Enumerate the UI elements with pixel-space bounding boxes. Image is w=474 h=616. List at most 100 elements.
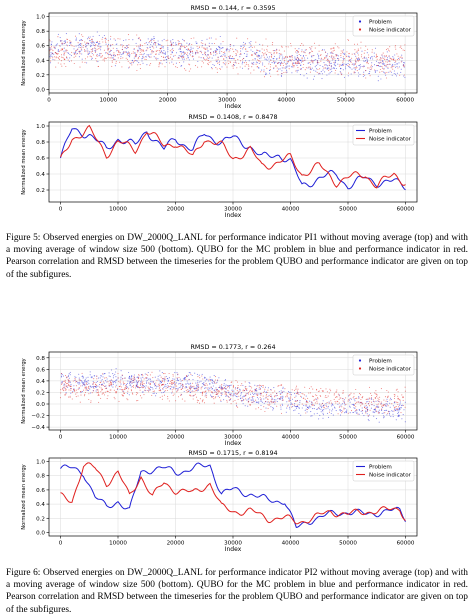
noise-point <box>59 397 62 399</box>
problem-point <box>87 53 89 56</box>
noise-point <box>378 399 380 401</box>
noise-point <box>64 58 66 60</box>
noise-point <box>240 400 242 402</box>
problem-point <box>159 44 161 46</box>
noise-point <box>332 58 334 60</box>
noise-point <box>66 376 68 378</box>
noise-point <box>237 384 239 387</box>
problem-point <box>65 50 67 52</box>
problem-point <box>331 70 333 72</box>
problem-point <box>138 50 140 52</box>
noise-point <box>324 58 326 60</box>
noise-point <box>101 38 103 40</box>
problem-point <box>329 63 331 65</box>
problem-point <box>383 416 385 418</box>
noise-point <box>107 381 109 383</box>
noise-point <box>192 398 194 400</box>
x-tick-label: 40000 <box>282 435 300 441</box>
problem-point <box>294 393 296 395</box>
problem-point <box>371 62 373 64</box>
noise-point <box>338 398 340 401</box>
problem-point <box>213 375 215 377</box>
noise-point <box>91 50 93 52</box>
noise-point <box>345 56 348 58</box>
noise-point <box>123 389 125 391</box>
problem-point <box>375 60 378 62</box>
problem-point <box>296 71 298 73</box>
noise-point <box>275 50 277 52</box>
noise-point <box>96 378 98 380</box>
problem-point <box>377 80 379 82</box>
problem-point <box>81 49 83 51</box>
problem-point <box>153 383 155 385</box>
problem-point <box>157 43 159 45</box>
x-tick-label: 50000 <box>339 541 357 547</box>
noise-point <box>180 46 182 48</box>
noise-point <box>121 390 124 392</box>
noise-point <box>348 56 350 58</box>
problem-point <box>299 401 301 403</box>
noise-point <box>224 64 226 66</box>
problem-point <box>401 60 403 62</box>
noise-point <box>338 395 340 397</box>
problem-point <box>248 381 250 384</box>
noise-point <box>387 411 389 413</box>
problem-point <box>187 374 189 376</box>
noise-point <box>293 66 295 68</box>
problem-point <box>200 50 202 52</box>
problem-point <box>333 63 335 65</box>
noise-point <box>61 383 63 385</box>
problem-point <box>268 56 271 58</box>
noise-point <box>92 382 95 384</box>
problem-point <box>91 376 93 378</box>
noise-point <box>64 379 66 381</box>
problem-point <box>209 376 211 378</box>
noise-point <box>297 391 299 394</box>
problem-point <box>59 45 61 47</box>
problem-point <box>153 43 155 45</box>
problem-point <box>325 64 328 66</box>
noise-point <box>277 385 279 387</box>
problem-point <box>164 57 166 59</box>
problem-point <box>404 401 406 403</box>
problem-point <box>191 374 193 377</box>
noise-point <box>152 46 154 48</box>
problem-point <box>376 70 378 72</box>
noise-point <box>82 46 84 48</box>
problem-point <box>197 381 199 384</box>
y-tick-label: 0.2 <box>36 188 45 194</box>
problem-point <box>81 376 83 378</box>
problem-point <box>278 53 280 55</box>
problem-point <box>135 42 137 44</box>
problem-point <box>216 382 218 384</box>
noise-point <box>245 394 247 396</box>
problem-point <box>349 412 351 414</box>
problem-point <box>246 399 248 401</box>
figure5-caption: Figure 5: Observed energies on DW_2000Q_… <box>6 233 468 280</box>
problem-point <box>144 373 146 375</box>
problem-point <box>334 62 336 64</box>
noise-point <box>314 47 316 49</box>
problem-point <box>291 398 294 400</box>
noise-point <box>208 45 210 47</box>
problem-point <box>261 401 263 403</box>
problem-point <box>195 384 198 386</box>
problem-point <box>183 58 185 60</box>
noise-point <box>401 47 403 49</box>
noise-point <box>254 52 256 54</box>
noise-point <box>186 376 188 378</box>
noise-point <box>270 52 272 54</box>
problem-point <box>251 397 253 399</box>
problem-point <box>172 378 174 380</box>
noise-point <box>268 63 270 65</box>
problem-point <box>386 59 388 61</box>
problem-point <box>247 398 249 400</box>
x-tick-label: 60000 <box>397 435 415 441</box>
noise-point <box>269 403 271 405</box>
problem-point <box>139 384 142 386</box>
noise-point <box>331 52 333 54</box>
noise-point <box>143 378 145 380</box>
noise-point <box>393 397 396 400</box>
problem-point <box>387 401 389 403</box>
problem-point <box>144 387 147 389</box>
